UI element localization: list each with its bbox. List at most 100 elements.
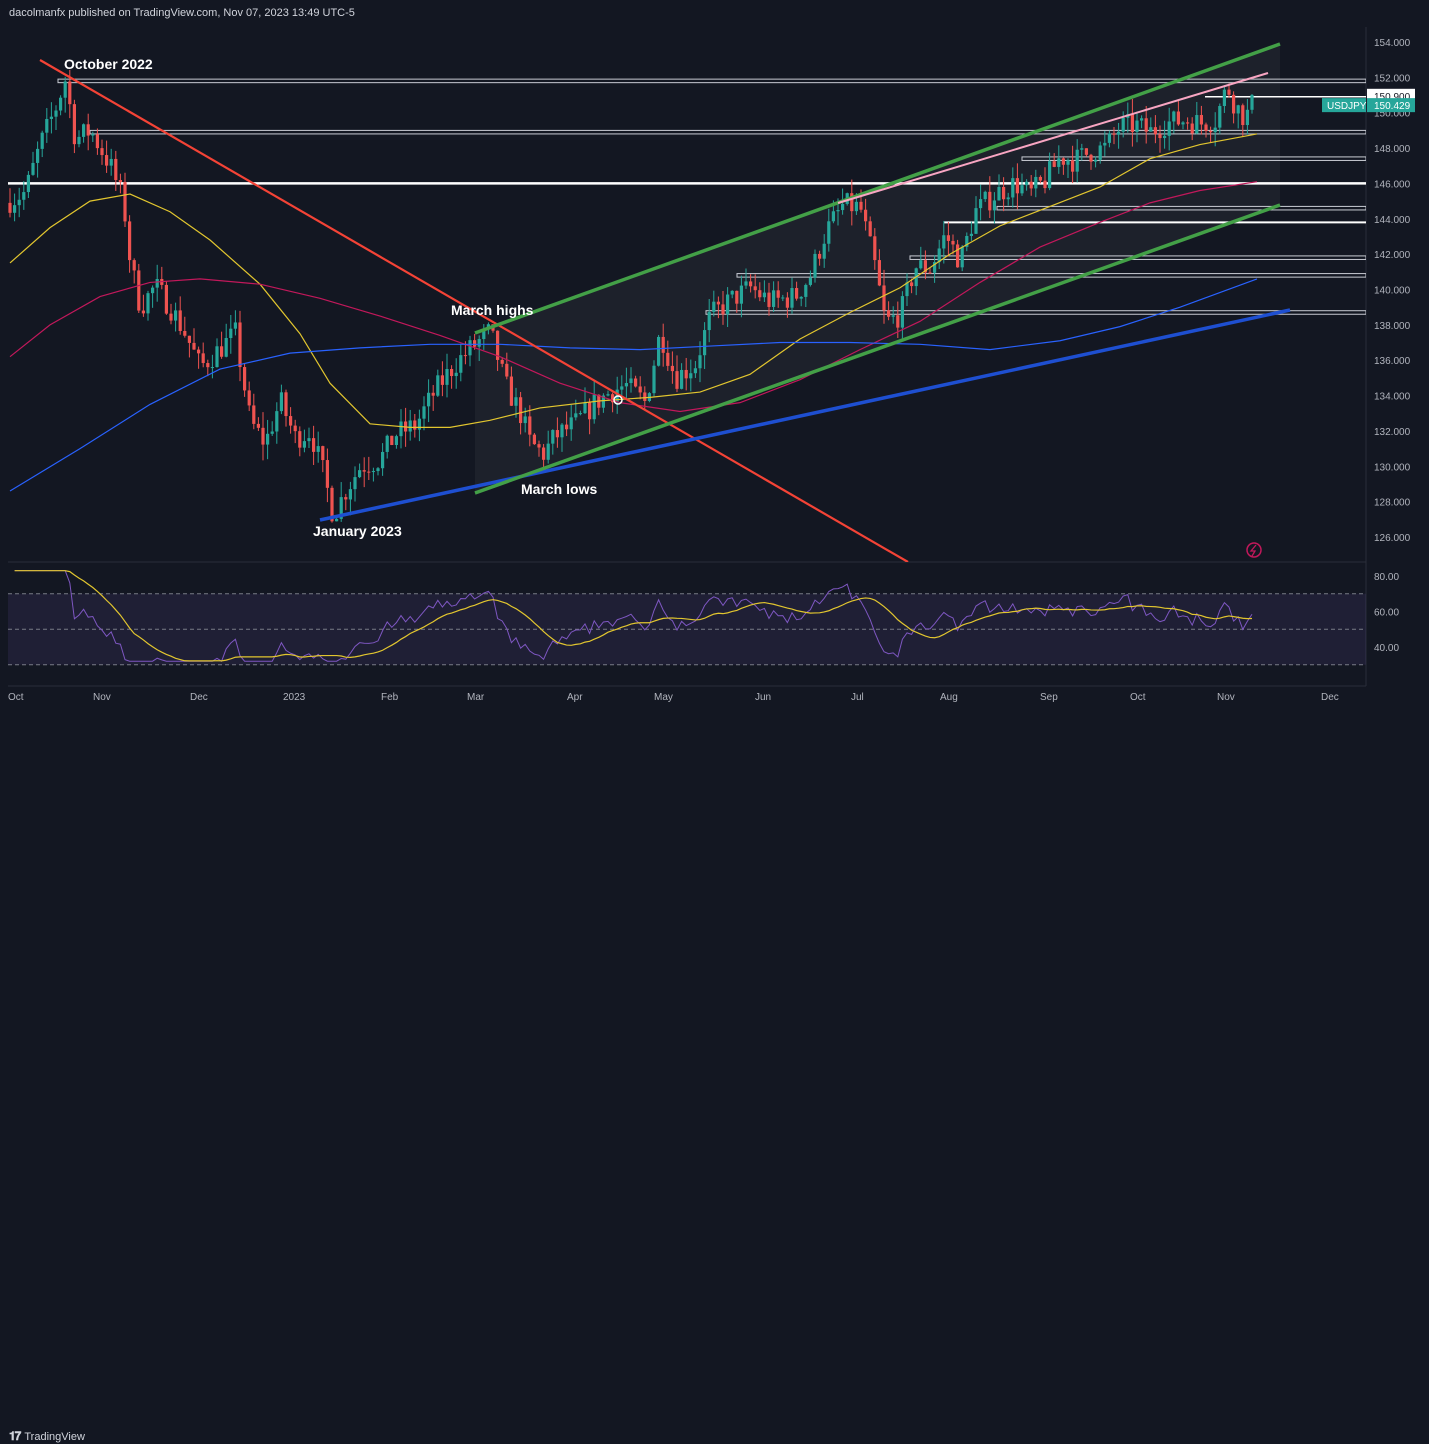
bearish-candle [988,191,992,211]
bullish-candle [1167,121,1171,136]
rsi-ma-line [14,570,1253,662]
bearish-candle [362,470,366,472]
bullish-candle [933,262,937,273]
bearish-candle [923,260,927,273]
bearish-candle [910,282,914,287]
bullish-candle [942,235,946,249]
bullish-candle [569,417,573,430]
time-tick-label: Dec [1321,692,1339,703]
bearish-candle [749,281,753,287]
bearish-candle [1227,89,1231,95]
bearish-candle [128,221,132,261]
bearish-candle [390,435,394,445]
bullish-candle [1140,118,1144,121]
bearish-candle [261,427,265,445]
horizontal-zone [705,310,1366,315]
bearish-candle [661,336,665,353]
price-tick-label: 130.000 [1374,462,1411,473]
horizontal-zone [89,129,1366,135]
bearish-candle [666,352,670,366]
bearish-candle [164,284,168,314]
time-tick-label: Aug [940,692,958,703]
bullish-candle [348,489,352,500]
bullish-candle [813,253,817,278]
time-tick-label: Dec [190,692,208,703]
bullish-candle [385,435,389,452]
channel-upper-line [474,42,1281,335]
resistance-trendline [39,59,909,562]
bullish-candle [629,378,633,384]
bearish-candle [187,335,191,343]
bullish-candle [974,208,978,234]
bearish-candle [785,297,789,308]
bullish-candle [836,210,840,212]
bullish-candle [1222,89,1226,107]
bearish-candle [864,209,868,222]
bullish-candle [155,278,159,288]
symbol-tag-bg [1322,98,1366,113]
bullish-candle [703,330,707,356]
price-tick-label: 148.000 [1374,144,1411,155]
time-tick-label: Nov [93,692,111,703]
bearish-candle [928,272,932,274]
bearish-candle [638,386,642,393]
bearish-candle [86,124,90,136]
bullish-candle [1075,149,1079,172]
cursor-marker [613,395,623,405]
bearish-candle [611,394,615,403]
horizontal-zone [57,78,1366,84]
bearish-candle [105,155,109,166]
channel-lower-line [474,203,1281,495]
bearish-candle [776,290,780,298]
bearish-candle [367,471,371,473]
time-tick-label: Feb [381,692,399,703]
tradingview-brand[interactable]: 𝟏𝟕 TradingView [9,1429,85,1444]
bearish-candle [850,193,854,212]
bearish-candle [758,290,762,298]
bullish-candle [353,477,357,490]
bullish-candle [1025,181,1029,186]
bullish-candle [574,413,578,418]
bullish-candle [371,471,375,473]
bullish-candle [26,174,30,193]
bullish-candle [1135,120,1139,132]
bearish-candle [753,286,757,291]
bullish-candle [224,337,228,357]
bearish-candle [141,310,145,314]
bullish-candle [146,293,150,314]
price-tick-label: 134.000 [1374,392,1411,403]
bearish-candle [344,497,348,500]
upper-trendline [837,72,1269,204]
bearish-candle [256,423,260,428]
bullish-candle [551,430,555,444]
bullish-candle [744,281,748,286]
bullish-candle [1250,94,1254,110]
bullish-candle [215,346,219,368]
bullish-candle [891,315,895,317]
channel-fill [475,46,1280,495]
bullish-candle [680,369,684,389]
sma-short-line [9,133,1258,428]
bullish-candle [979,199,983,209]
bullish-candle [997,186,1001,201]
price-tick-label: 128.000 [1374,498,1411,509]
bullish-candle [698,355,702,369]
bearish-candle [735,290,739,304]
bullish-candle [109,158,113,166]
bullish-candle [36,148,40,163]
alert-lightning-icon[interactable] [1246,542,1262,558]
bearish-candle [123,182,127,222]
price-chart[interactable]: 154.000 152.000 150.000 148.000 146.000 144.0… [0,0,1429,739]
horizontal-zone [996,205,1366,211]
bullish-candle [1213,127,1217,133]
price-tick-label: 142.000 [1374,250,1411,261]
bullish-candle [210,367,214,369]
bearish-candle [252,405,256,424]
time-tick-label: May [654,692,673,703]
bullish-candle [49,116,53,119]
price-tick-label: 136.000 [1374,356,1411,367]
bullish-candle [477,339,481,347]
bearish-candle [1176,111,1180,125]
sma-long-line [9,278,1258,492]
time-tick-label: Oct [1130,692,1146,703]
